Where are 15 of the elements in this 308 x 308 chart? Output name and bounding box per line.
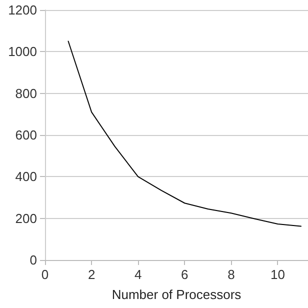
y-tick-label: 600 <box>15 128 37 142</box>
y-tick-label: 800 <box>15 86 37 101</box>
y-tick-label: 0 <box>30 252 37 268</box>
x-tick-label: 2 <box>88 267 96 282</box>
y-tick-label: 400 <box>15 169 37 184</box>
y-tick-label: 1200 <box>8 2 37 18</box>
line-series <box>68 40 302 227</box>
x-tick-label: 0 <box>41 267 49 282</box>
y-tick-label: 1000 <box>8 44 37 60</box>
y-tick-label: 200 <box>15 210 37 226</box>
x-axis-title: Number of Processors <box>112 287 242 302</box>
x-tick-label: 4 <box>134 267 142 282</box>
x-tick-label: 8 <box>228 267 235 282</box>
x-tick-label: 10 <box>270 267 285 282</box>
x-tick-label: 6 <box>181 267 188 282</box>
